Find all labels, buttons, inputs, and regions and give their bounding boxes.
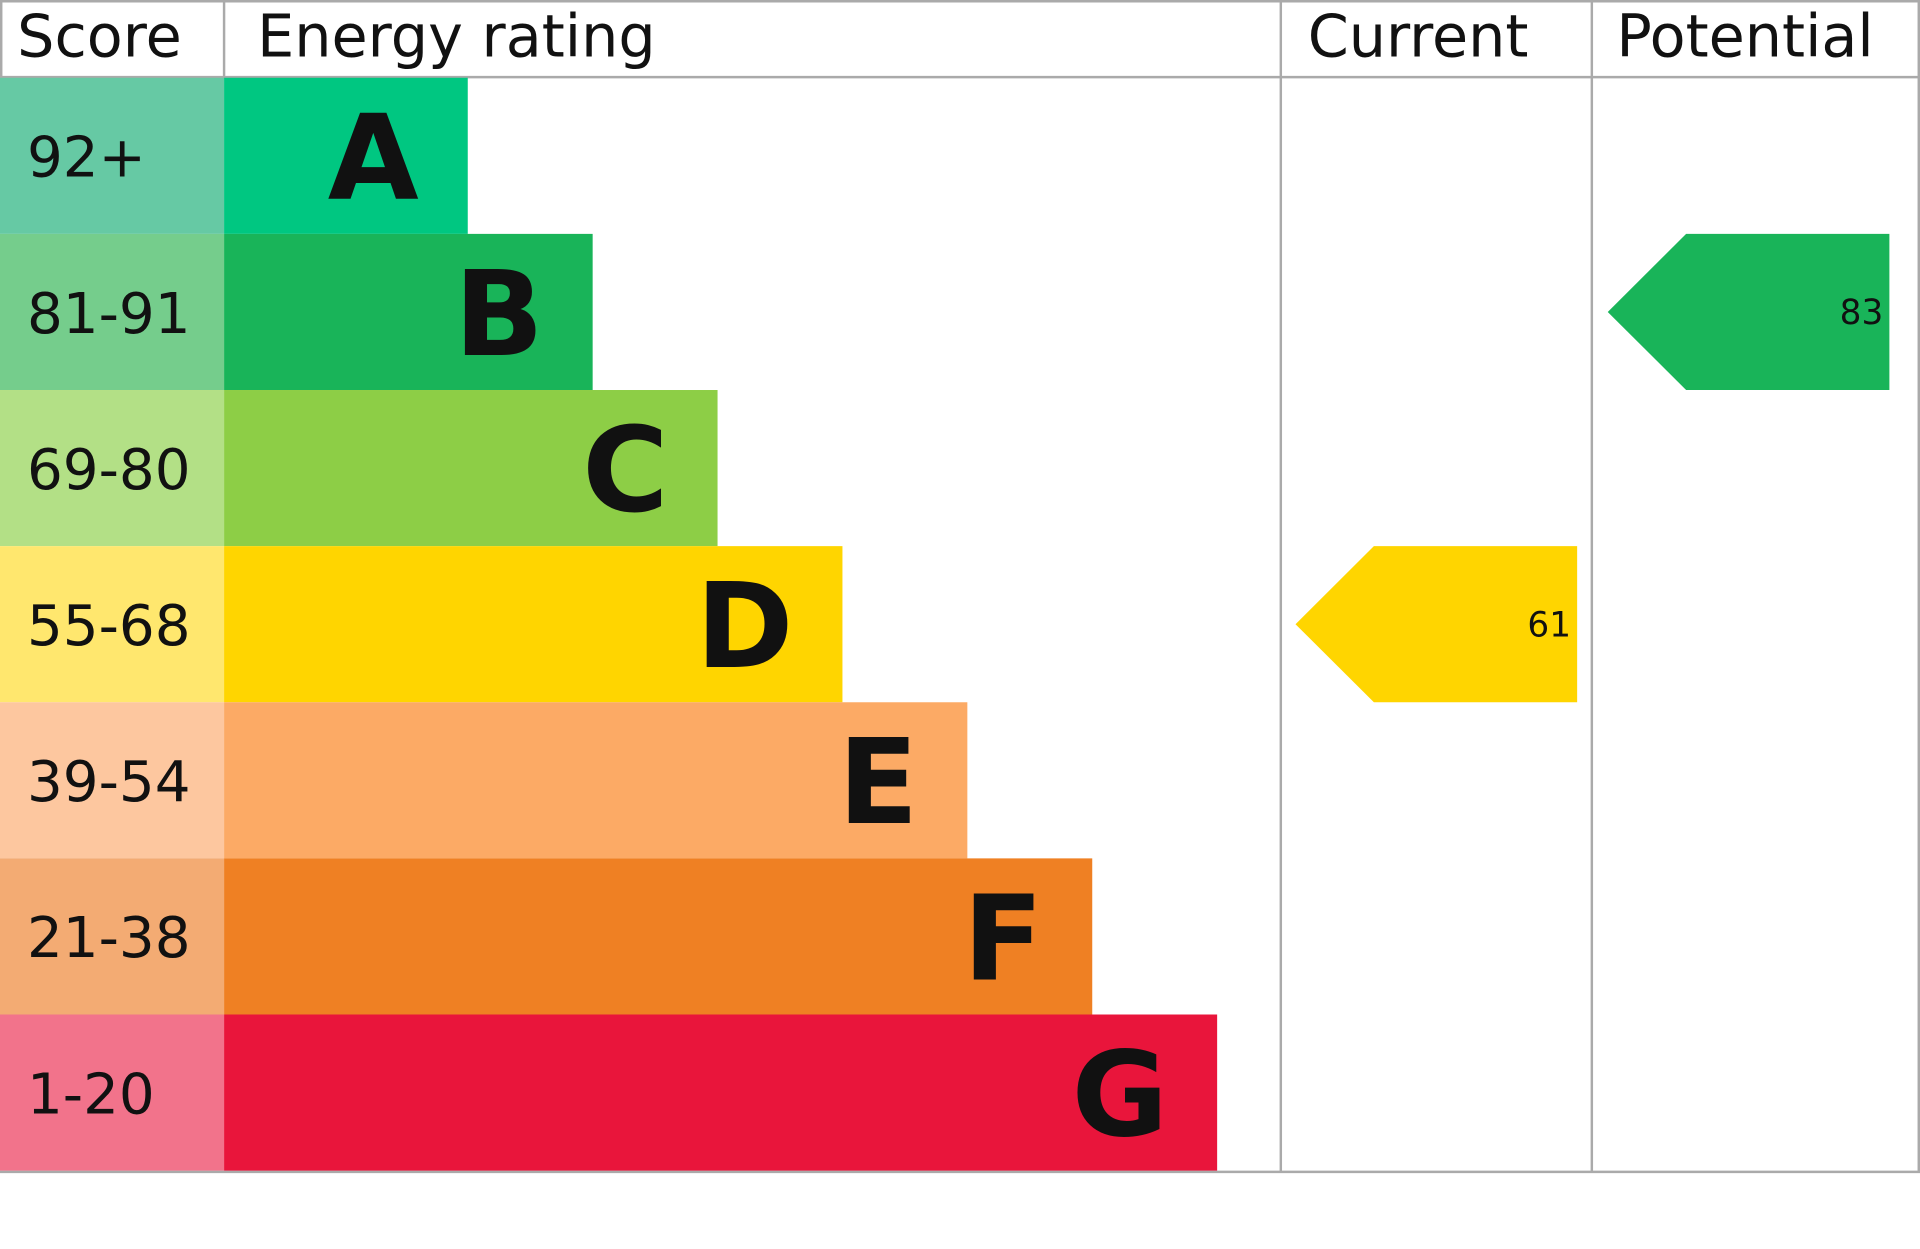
header-potential: Potential <box>1616 1 1873 70</box>
score-label: 69-80 <box>27 438 191 503</box>
band-letter: C <box>582 402 668 539</box>
header-energy-rating: Energy rating <box>257 1 656 70</box>
potential-arrow <box>1607 233 1890 391</box>
header-score: Score <box>17 1 182 70</box>
score-cell <box>0 233 225 391</box>
score-label: 81-91 <box>27 282 191 347</box>
score-label: 1-20 <box>27 1062 155 1127</box>
current-arrow <box>1295 546 1578 703</box>
score-cell <box>0 702 225 859</box>
band-bar <box>224 77 468 234</box>
score-label: 92+ <box>27 126 146 191</box>
score-cell <box>0 858 225 1015</box>
band-letter: A <box>328 90 419 227</box>
frame <box>0 0 1920 1174</box>
band-bar <box>224 1014 1218 1171</box>
band-bar <box>224 233 593 391</box>
band-bar <box>224 390 718 547</box>
header-current: Current <box>1308 1 1529 70</box>
band-bar <box>224 546 843 703</box>
score-cell <box>0 77 225 234</box>
score-cell <box>0 1014 225 1171</box>
score-label: 55-68 <box>27 594 191 659</box>
band-bar <box>224 702 968 859</box>
score-cell <box>0 546 225 703</box>
band-letter: B <box>454 246 544 383</box>
band-letter: E <box>838 714 918 851</box>
score-label: 21-38 <box>27 906 191 971</box>
band-letter: D <box>696 558 794 695</box>
score-label: 39-54 <box>27 750 191 815</box>
score-cell <box>0 390 225 547</box>
potential-value: 83 <box>1840 293 1884 333</box>
band-letter: G <box>1072 1026 1168 1163</box>
band-letter: F <box>963 870 1043 1007</box>
current-value: 61 <box>1527 605 1571 645</box>
band-bar <box>224 858 1093 1015</box>
